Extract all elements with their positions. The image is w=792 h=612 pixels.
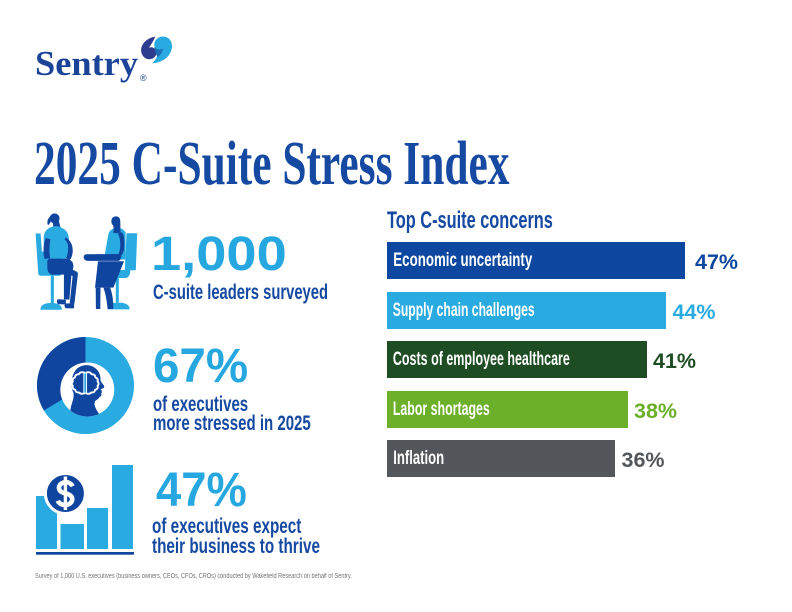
svg-text:®: ® xyxy=(140,73,147,83)
svg-text:Sentry: Sentry xyxy=(35,44,139,83)
